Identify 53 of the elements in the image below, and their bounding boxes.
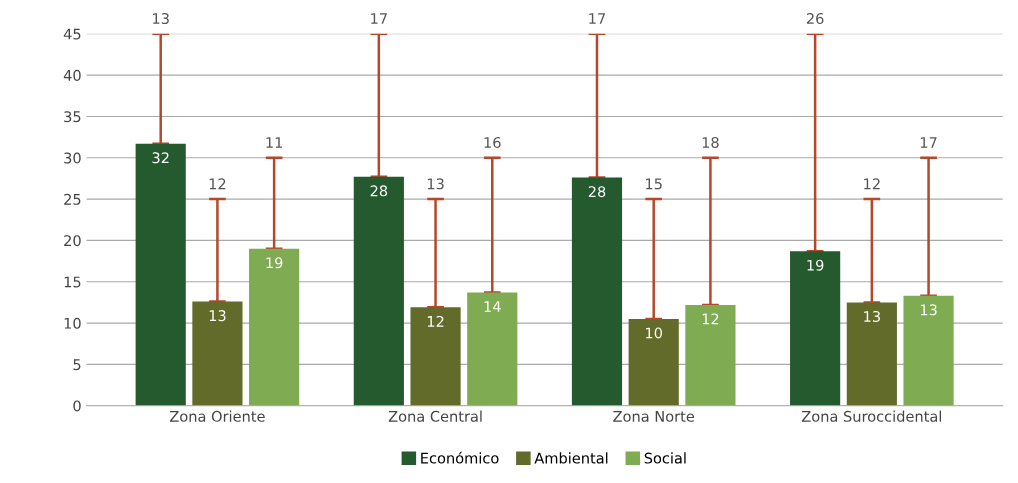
data-label: 10 <box>646 327 663 339</box>
legend-label: Ambiental <box>534 452 608 464</box>
legend-label: Económico <box>421 451 499 464</box>
data-label: 19 <box>266 257 283 269</box>
data-label: 19 <box>807 259 824 271</box>
text: 26 <box>806 13 824 25</box>
y-tick-label: 10 <box>64 317 81 329</box>
bar <box>410 307 461 406</box>
data-label: 12 <box>427 315 444 327</box>
bar <box>685 304 736 406</box>
bar <box>135 143 186 406</box>
text: 13 <box>153 13 169 25</box>
y-tick-label: 45 <box>63 28 81 40</box>
data-label: 28 <box>588 186 606 198</box>
annotation: 18 <box>702 136 719 149</box>
x-tick-label: Zona Norte <box>613 411 695 422</box>
annotation: 12 <box>209 178 226 190</box>
annotation: 17 <box>920 137 937 148</box>
annotation: 12 <box>864 178 880 190</box>
bar <box>249 248 300 406</box>
bar <box>903 295 954 406</box>
bar <box>192 301 243 406</box>
bar <box>571 177 623 406</box>
annotation: 13 <box>427 178 444 190</box>
x-tick-label: Zona Suroccidental <box>801 410 942 422</box>
annotation: 15 <box>646 178 662 190</box>
legend-label: Social <box>644 452 686 464</box>
bar <box>790 251 841 406</box>
bar <box>353 176 404 406</box>
y-tick-label: 30 <box>64 152 81 164</box>
data-label: 28 <box>370 185 388 197</box>
data-label: 13 <box>864 310 880 322</box>
y-tick-label: 35 <box>64 111 81 123</box>
annotation: 11 <box>266 137 283 148</box>
y-tick-label: 0 <box>73 400 81 412</box>
data-label: 32 <box>152 152 169 164</box>
data-label: 13 <box>209 310 226 322</box>
data-label: 13 <box>920 304 937 316</box>
data-label: 14 <box>484 301 501 312</box>
bar <box>846 302 897 406</box>
x-tick-label: Zona Oriente <box>169 410 265 422</box>
x-tick-label: Zona Central <box>388 410 482 422</box>
text: 17 <box>371 13 387 24</box>
data-label: 12 <box>702 313 719 325</box>
y-tick-label: 25 <box>64 193 81 205</box>
bar <box>628 318 679 406</box>
y-tick-label: 15 <box>64 276 81 288</box>
bar <box>467 292 518 406</box>
y-tick-label: 5 <box>73 359 81 371</box>
y-tick-label: 20 <box>64 235 81 247</box>
text: 17 <box>589 13 606 24</box>
y-tick-label: 40 <box>63 69 81 81</box>
annotation: 16 <box>484 136 501 149</box>
